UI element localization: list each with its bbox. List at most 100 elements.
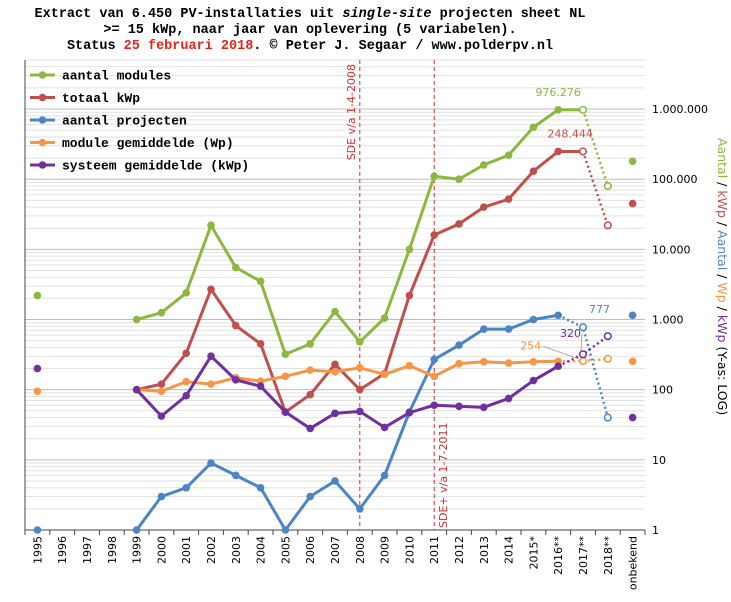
axes: 1 10 100 1.000 10.000 100.000 1.000.000 1995 199… xyxy=(24,60,708,590)
data-point xyxy=(331,307,339,316)
x-tick-label: 2014 xyxy=(503,536,516,564)
y-axis-title-part: / xyxy=(715,218,730,230)
gridlines xyxy=(25,59,645,531)
data-point xyxy=(356,338,364,346)
open-data-point xyxy=(603,332,612,341)
title-line3-date: 25 februari 2018 xyxy=(124,39,254,54)
data-point xyxy=(306,340,315,348)
data-point xyxy=(33,526,42,534)
data-point xyxy=(232,471,240,480)
data-point xyxy=(430,401,439,410)
y-axis-label: Aantal / kWp / Aantal / Wp / kWp (Y-as: … xyxy=(715,138,730,415)
x-tick-label: 2008 xyxy=(354,536,367,564)
series-aantal-projecten xyxy=(33,311,637,534)
data-label: 777 xyxy=(589,303,610,316)
series-line xyxy=(136,359,559,393)
data-point xyxy=(157,492,166,501)
open-data-point xyxy=(578,105,588,114)
data-point xyxy=(628,413,637,422)
data-point xyxy=(430,372,439,381)
data-point xyxy=(380,314,389,322)
data-point xyxy=(182,483,190,492)
title-line3-a: Status xyxy=(67,39,124,54)
x-tick-label: 2015* xyxy=(527,536,540,570)
data-point xyxy=(529,315,538,324)
x-tick-label: 2000 xyxy=(155,536,168,564)
x-tick-label: 1997 xyxy=(81,536,94,564)
x-tick-label: onbekend xyxy=(627,536,640,590)
y-tick-label: 1.000 xyxy=(652,314,684,327)
series-projection-line xyxy=(557,314,610,418)
data-point xyxy=(232,263,240,272)
y-axis-title-part: / xyxy=(715,303,730,315)
chart-title: Extract van 6.450 PV-installaties uit si… xyxy=(35,7,586,54)
data-point xyxy=(182,349,190,358)
x-tick-label: 1998 xyxy=(106,536,119,564)
x-tick-label: 2017** xyxy=(577,536,590,575)
data-point xyxy=(504,151,513,159)
title-line1-a: Extract van 6.450 PV-installaties uit xyxy=(35,7,343,22)
x-tick-label: 2004 xyxy=(255,536,268,564)
data-point xyxy=(132,315,141,324)
y-tick-label: 1 xyxy=(652,524,659,537)
data-point xyxy=(356,385,364,394)
data-point xyxy=(405,245,414,254)
data-point xyxy=(132,385,141,394)
data-point xyxy=(405,361,414,370)
open-data-point xyxy=(578,323,588,332)
legend-swatch-marker xyxy=(38,93,47,102)
x-tick-label: 2003 xyxy=(230,536,243,564)
data-point xyxy=(207,221,215,230)
legend-swatch-marker xyxy=(38,71,47,79)
legend-swatch-marker xyxy=(38,116,47,124)
data-point xyxy=(504,359,513,367)
x-tick-label: 2005 xyxy=(279,536,292,564)
data-point xyxy=(504,325,513,333)
data-point xyxy=(281,350,290,359)
data-point xyxy=(281,408,290,416)
data-point xyxy=(182,377,190,386)
reference-line-label: SDE v/a 1-4-2008 xyxy=(345,64,358,160)
data-point xyxy=(430,231,439,239)
title-line2: >= 15 kWp, naar jaar van oplevering (5 v… xyxy=(103,23,516,38)
data-point xyxy=(480,325,488,333)
data-point xyxy=(157,308,166,317)
x-tick-label: 1995 xyxy=(31,536,44,564)
y-tick-label: 10.000 xyxy=(652,243,691,256)
data-point xyxy=(455,341,463,350)
data-point xyxy=(207,380,215,388)
x-tick-label: 2011 xyxy=(428,536,441,564)
data-point xyxy=(356,407,364,416)
data-point xyxy=(628,311,637,320)
data-point xyxy=(331,367,339,376)
x-tick-label: 2009 xyxy=(379,536,392,564)
data-point xyxy=(405,291,414,300)
data-point xyxy=(132,526,141,534)
data-label: 254 xyxy=(520,339,541,352)
data-point xyxy=(331,477,339,485)
open-data-point xyxy=(603,221,612,230)
y-axis-title-part: kWp xyxy=(715,190,730,218)
data-point xyxy=(207,285,215,294)
legend-label: systeem gemiddelde (kWp) xyxy=(62,159,249,174)
data-point xyxy=(628,199,637,208)
data-point xyxy=(33,387,42,396)
open-data-point xyxy=(603,413,612,422)
data-label: 976.276 xyxy=(535,86,581,99)
series-projection-line xyxy=(558,357,608,363)
svg-text:Extract van 6.450 PV-installat: Extract van 6.450 PV-installaties uit si… xyxy=(35,7,586,22)
data-point xyxy=(33,364,42,373)
data-label: 320 xyxy=(560,327,581,340)
series-aantal-modules xyxy=(33,105,637,359)
legend-label: aantal modules xyxy=(62,69,171,84)
data-point xyxy=(380,471,389,480)
data-point xyxy=(256,340,265,348)
data-point xyxy=(480,203,488,211)
x-tick-label: 2007 xyxy=(329,536,342,564)
x-tick-label: 2016** xyxy=(552,536,565,575)
data-point xyxy=(480,403,488,412)
legend-label: totaal kWp xyxy=(62,91,140,106)
data-point xyxy=(256,382,265,391)
data-point xyxy=(207,352,215,361)
